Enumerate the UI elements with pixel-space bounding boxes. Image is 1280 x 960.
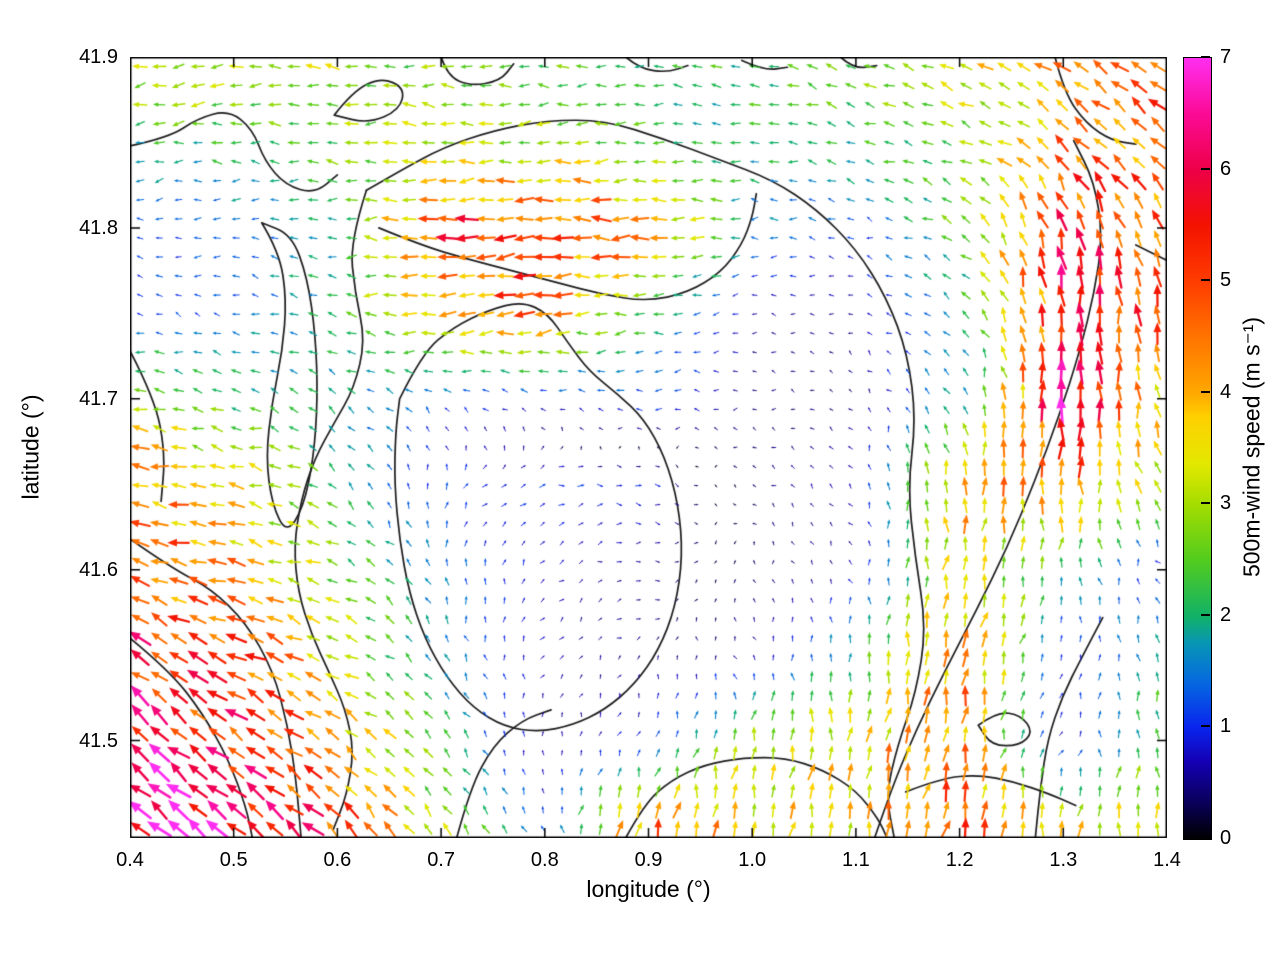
colorbar-tick-label: 7: [1220, 46, 1232, 68]
y-tick-label: 41.8: [79, 216, 118, 239]
colorbar-gradient: [1184, 58, 1211, 839]
y-tick-label: 41.7: [79, 387, 118, 410]
colorbar-tick-mark: [1201, 56, 1210, 58]
colorbar-tick-label: 2: [1220, 603, 1232, 626]
x-tick-label: 0.7: [427, 849, 455, 871]
x-tick-label: 0.5: [219, 849, 248, 871]
colorbar-tick-mark: [1201, 725, 1210, 728]
y-tick-label: 41.9: [79, 46, 118, 68]
x-axis-label: longitude (°): [586, 876, 711, 902]
x-tick-label: 0.8: [530, 849, 559, 871]
x-tick-label: 0.6: [323, 849, 352, 871]
colorbar-tick-label: 1: [1220, 715, 1232, 738]
colorbar-tick-label: 0: [1220, 827, 1232, 849]
colorbar-label: 500m-wind speed (m s⁻¹): [1238, 316, 1265, 578]
x-tick-label: 1.1: [841, 849, 870, 871]
y-tick-label: 41.6: [79, 558, 118, 581]
x-tick-label: 0.9: [634, 849, 663, 871]
colorbar-tick-label: 5: [1220, 269, 1232, 292]
colorbar-tick-mark: [1201, 613, 1210, 616]
x-tick-label: 1.4: [1153, 849, 1181, 871]
colorbar-tick-mark: [1201, 279, 1210, 282]
wind-field-canvas: [130, 57, 1167, 838]
x-tick-label: 1.3: [1049, 849, 1078, 871]
colorbar-tick-mark: [1201, 390, 1210, 393]
colorbar-tick-label: 4: [1220, 380, 1232, 403]
x-tick-label: 1.0: [738, 849, 767, 871]
colorbar-tick-label: 6: [1220, 157, 1232, 180]
x-tick-label: 0.4: [116, 849, 144, 871]
colorbar-tick-mark: [1201, 837, 1210, 839]
colorbar-tick-mark: [1201, 167, 1210, 170]
colorbar-tick-label: 3: [1220, 492, 1232, 515]
colorbar-tick-mark: [1201, 502, 1210, 505]
colorbar: [1183, 57, 1212, 840]
x-tick-label: 1.2: [945, 849, 974, 871]
y-tick-label: 41.5: [79, 729, 118, 752]
